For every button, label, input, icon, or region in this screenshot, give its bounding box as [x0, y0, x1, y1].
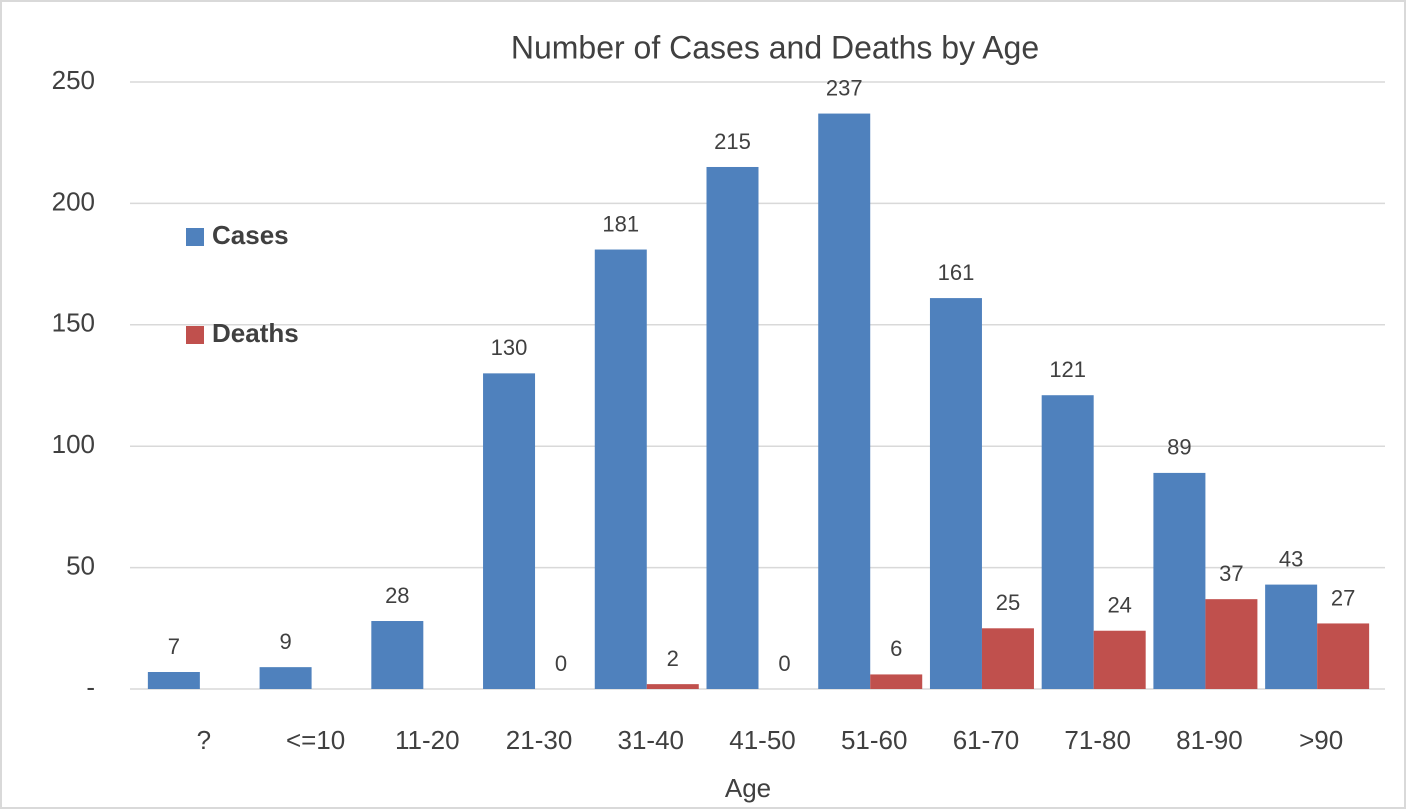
x-tick-label: 61-70: [953, 725, 1020, 755]
data-label: 43: [1279, 546, 1303, 571]
bar: [259, 667, 312, 689]
x-tick-label: ?: [197, 725, 211, 755]
data-label: 6: [890, 636, 902, 661]
bar: [371, 621, 424, 689]
x-tick-label: 31-40: [618, 725, 685, 755]
y-tick-label: -: [86, 672, 95, 702]
data-label: 25: [996, 590, 1020, 615]
x-tick-label: 81-90: [1176, 725, 1243, 755]
y-tick-label: 50: [66, 550, 95, 580]
data-label: 7: [168, 634, 180, 659]
data-label: 2: [667, 646, 679, 671]
data-label: 121: [1049, 357, 1086, 382]
bar: [1093, 630, 1146, 689]
data-label: 161: [938, 260, 975, 285]
y-tick-label: 250: [52, 65, 95, 95]
data-label: 37: [1219, 561, 1243, 586]
data-label: 237: [826, 75, 863, 100]
bar: [1205, 599, 1258, 689]
y-tick-label: 100: [52, 429, 95, 459]
bar: [706, 166, 759, 690]
data-label: 130: [491, 335, 528, 360]
data-label: 9: [279, 629, 291, 654]
bar: [646, 684, 699, 689]
bar: [483, 373, 536, 689]
data-label: 27: [1331, 585, 1355, 610]
x-tick-label: 71-80: [1064, 725, 1131, 755]
data-label: 24: [1107, 593, 1131, 618]
legend-swatch: [186, 228, 204, 246]
y-tick-label: 150: [52, 308, 95, 338]
bar: [1153, 472, 1206, 689]
bar: [147, 672, 200, 689]
bar: [870, 674, 923, 689]
x-tick-label: 51-60: [841, 725, 908, 755]
data-label: 0: [778, 651, 790, 676]
x-axis-label: Age: [725, 773, 771, 803]
data-label: 215: [714, 129, 751, 154]
x-tick-label: 21-30: [506, 725, 573, 755]
data-label: 28: [385, 583, 409, 608]
bar: [1041, 395, 1094, 689]
bar: [1317, 623, 1370, 689]
legend-label: Deaths: [212, 318, 299, 348]
bar: [981, 628, 1034, 689]
x-tick-label: >90: [1299, 725, 1343, 755]
legend-label: Cases: [212, 220, 289, 250]
data-label: 89: [1167, 435, 1191, 460]
x-tick-label: <=10: [286, 725, 345, 755]
bar: [929, 298, 982, 689]
legend-swatch: [186, 326, 204, 344]
bar: [594, 249, 647, 690]
y-tick-label: 200: [52, 186, 95, 216]
chart-title: Number of Cases and Deaths by Age: [511, 29, 1039, 65]
x-tick-label: 11-20: [395, 725, 460, 755]
x-tick-label: 41-50: [729, 725, 796, 755]
bar: [1265, 584, 1318, 689]
bar: [818, 113, 871, 689]
data-label: 0: [555, 651, 567, 676]
data-label: 181: [602, 211, 639, 236]
